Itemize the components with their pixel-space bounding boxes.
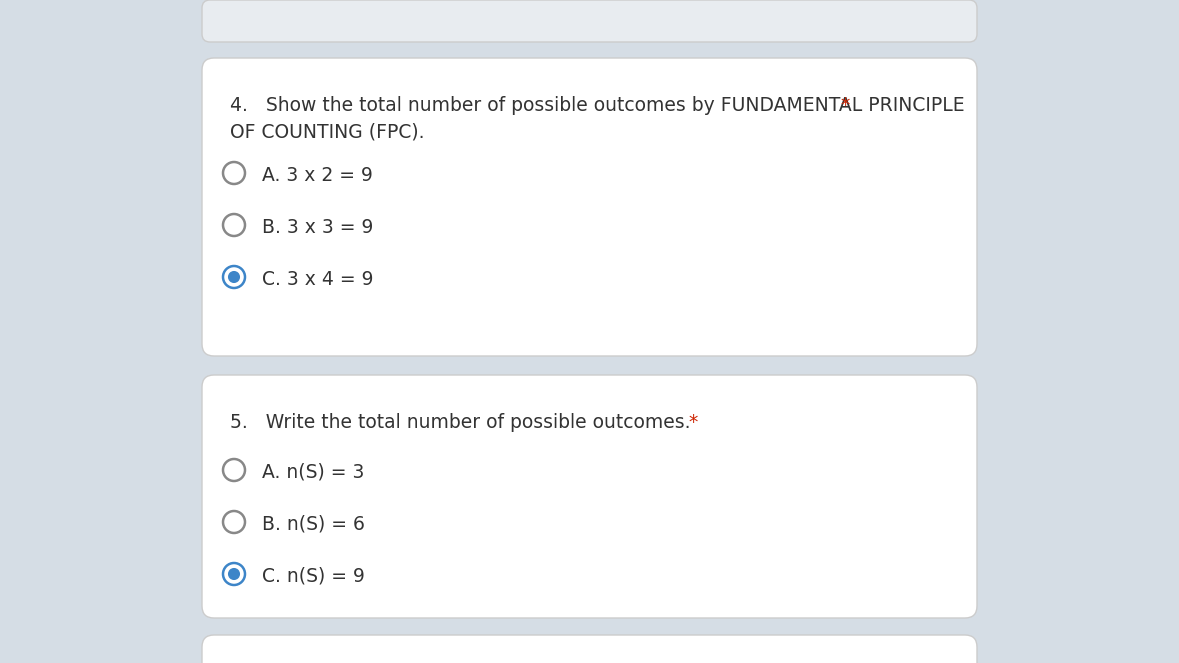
Text: OF COUNTING (FPC).: OF COUNTING (FPC). [230, 122, 424, 141]
Text: B. n(S) = 6: B. n(S) = 6 [262, 515, 364, 534]
Text: 4.   Show the total number of possible outcomes by FUNDAMENTAL PRINCIPLE: 4. Show the total number of possible out… [230, 96, 964, 115]
Text: C. n(S) = 9: C. n(S) = 9 [262, 567, 364, 586]
Circle shape [223, 459, 245, 481]
Text: C. 3 x 4 = 9: C. 3 x 4 = 9 [262, 270, 374, 289]
FancyBboxPatch shape [202, 635, 977, 663]
Text: A. n(S) = 3: A. n(S) = 3 [262, 463, 364, 482]
FancyBboxPatch shape [202, 58, 977, 356]
Circle shape [223, 563, 245, 585]
FancyBboxPatch shape [202, 375, 977, 618]
Text: A. 3 x 2 = 9: A. 3 x 2 = 9 [262, 166, 373, 185]
Text: 5.   Write the total number of possible outcomes.: 5. Write the total number of possible ou… [230, 413, 691, 432]
Circle shape [223, 214, 245, 236]
FancyBboxPatch shape [202, 0, 977, 42]
Text: *: * [689, 413, 697, 432]
Circle shape [223, 266, 245, 288]
Circle shape [228, 271, 241, 283]
Circle shape [223, 511, 245, 533]
Text: *: * [839, 96, 849, 115]
Circle shape [228, 568, 241, 580]
Circle shape [223, 162, 245, 184]
Text: B. 3 x 3 = 9: B. 3 x 3 = 9 [262, 218, 374, 237]
